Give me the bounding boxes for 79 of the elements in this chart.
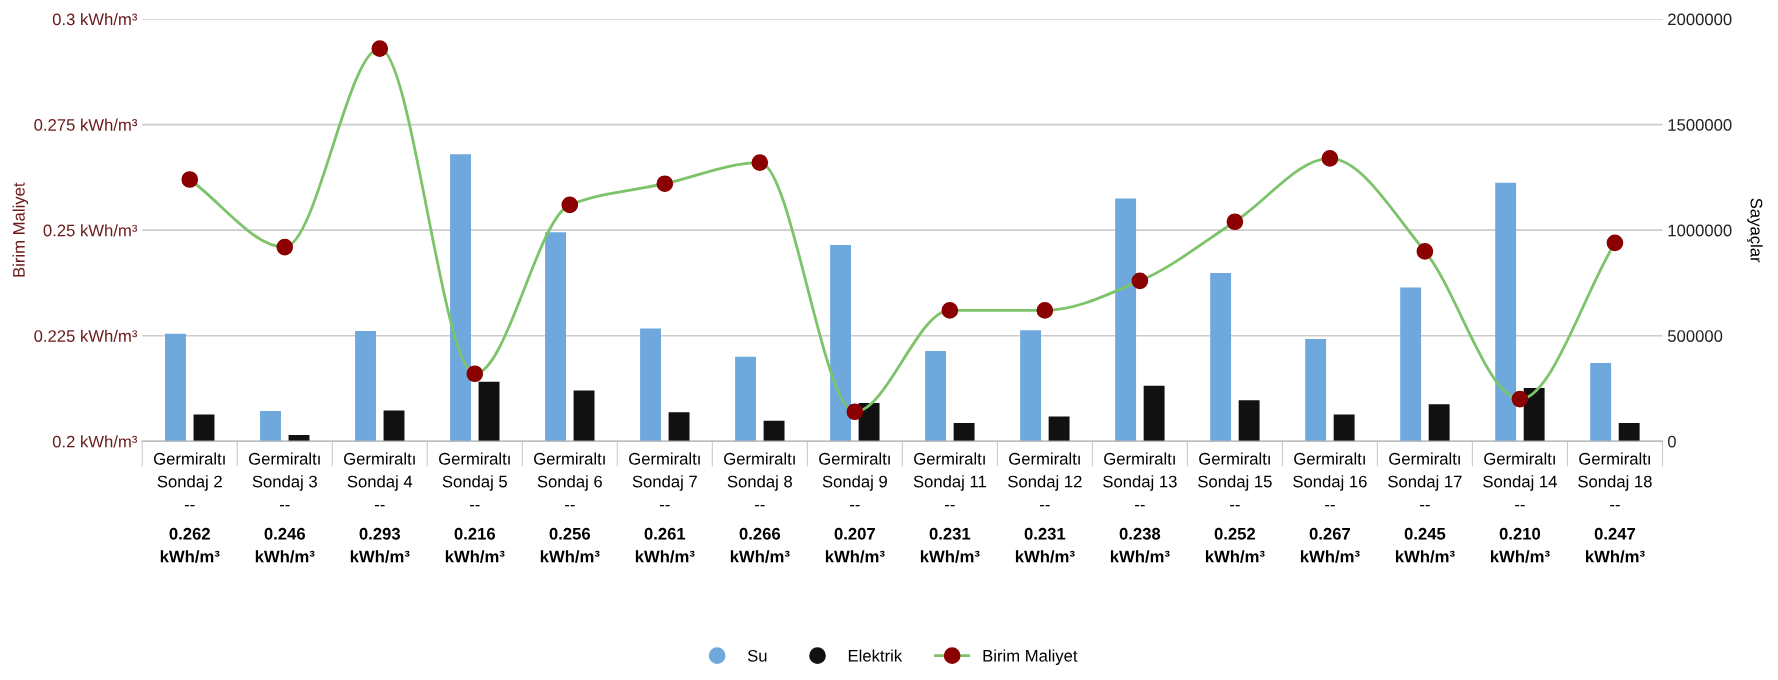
- bar: [1495, 182, 1517, 442]
- bar: [165, 333, 186, 442]
- x-tick-label: Germiraltı Sondaj 7 --: [629, 452, 700, 507]
- data-label: 0.210 kWh/m³: [1490, 527, 1550, 563]
- data-label: 0.252 kWh/m³: [1205, 527, 1265, 563]
- x-tick-label: Germiraltı Sondaj 12 --: [1008, 452, 1082, 507]
- data-label: 0.231 kWh/m³: [1015, 527, 1075, 563]
- x-tick-label: Germiraltı Sondaj 9 --: [819, 452, 890, 507]
- y2-axis-title: Sayaçlar: [1747, 198, 1763, 263]
- legend-label: Su: [747, 649, 767, 662]
- x-tick-label: Germiraltı Sondaj 14 --: [1483, 452, 1557, 507]
- bar: [1020, 330, 1042, 442]
- data-label: 0.231 kWh/m³: [920, 527, 980, 563]
- bar: [1400, 287, 1422, 442]
- y-tick-label: 0.3 kWh/m³: [52, 13, 138, 26]
- y2-tick-label: 2000000: [1668, 13, 1732, 26]
- data-label: 0.247 kWh/m³: [1586, 527, 1645, 563]
- bar: [640, 328, 661, 442]
- y-tick-label: 0.225 kWh/m³: [34, 329, 138, 342]
- x-tick-label: Germiraltı Sondaj 6 --: [534, 452, 605, 507]
- data-label: 0.246 kWh/m³: [255, 527, 315, 563]
- x-tick-label: Germiraltı Sondaj 3 --: [249, 452, 320, 507]
- data-label: 0.238 kWh/m³: [1110, 527, 1170, 563]
- bar: [1210, 273, 1232, 442]
- y2-tick-label: 500000: [1667, 330, 1723, 342]
- x-tick-label: Germiraltı Sondaj 17 --: [1388, 452, 1462, 507]
- bar: [953, 422, 975, 442]
- y-tick-label: 0.275 kWh/m³: [34, 118, 138, 131]
- y2-tick-label: 1500000: [1668, 119, 1732, 131]
- bar: [545, 232, 566, 442]
- bar: [450, 154, 471, 442]
- bar: [1590, 362, 1612, 442]
- y2-tick-label: 0: [1667, 435, 1676, 448]
- data-label: 0.207 kWh/m³: [825, 527, 885, 563]
- data-label: 0.266 kWh/m³: [730, 527, 790, 563]
- bar: [355, 330, 376, 442]
- data-label: 0.261 kWh/m³: [635, 527, 695, 563]
- x-tick-label: Germiraltı Sondaj 5 --: [439, 452, 510, 507]
- x-tick-label: Germiraltı Sondaj 13 --: [1103, 452, 1177, 507]
- y-axis-title: Birim Maliyet: [12, 182, 29, 277]
- data-label: 0.256 kWh/m³: [540, 527, 600, 563]
- bar: [478, 381, 500, 442]
- bar: [735, 356, 757, 442]
- x-tick-label: Germiraltı Sondaj 8 --: [724, 452, 795, 507]
- bar: [1523, 388, 1545, 442]
- x-tick-label: Germiraltı Sondaj 15 --: [1198, 452, 1272, 507]
- x-tick-label: Germiraltı Sondaj 18 --: [1578, 452, 1652, 507]
- data-label: 0.293 kWh/m³: [350, 527, 410, 563]
- bar: [1428, 404, 1450, 442]
- y-tick-label: 0.25 kWh/m³: [43, 224, 138, 237]
- bar: [668, 412, 690, 442]
- bar: [1048, 416, 1070, 442]
- data-label: 0.267 kWh/m³: [1300, 527, 1360, 563]
- legend-label: Elektrik: [848, 649, 903, 662]
- bar: [763, 420, 785, 442]
- y-tick-label: 0.2 kWh/m³: [52, 435, 138, 448]
- x-tick-label: Germiraltı Sondaj 2 --: [154, 452, 225, 507]
- bar: [288, 434, 310, 442]
- x-tick-label: Germiraltı Sondaj 11 --: [913, 452, 986, 507]
- bar: [1115, 198, 1137, 442]
- data-label: 0.245 kWh/m³: [1395, 527, 1455, 563]
- bar: [1618, 422, 1640, 442]
- bar: [383, 410, 405, 442]
- data-label: 0.216 kWh/m³: [445, 527, 505, 563]
- legend-label: Birim Maliyet: [983, 649, 1078, 665]
- bar: [1238, 400, 1260, 442]
- data-label: 0.262 kWh/m³: [160, 527, 220, 563]
- x-tick-label: Germiraltı Sondaj 16 --: [1293, 452, 1367, 507]
- bar: [260, 410, 281, 442]
- bar: [1143, 385, 1165, 442]
- bar: [858, 402, 880, 442]
- bar: [925, 350, 947, 442]
- bar: [1305, 338, 1327, 442]
- bar: [830, 244, 852, 442]
- x-tick-label: Germiraltı Sondaj 4 --: [344, 452, 415, 507]
- bar: [573, 390, 595, 442]
- bar: [1333, 414, 1355, 442]
- y2-tick-label: 1000000: [1668, 224, 1732, 237]
- bar: [193, 414, 215, 442]
